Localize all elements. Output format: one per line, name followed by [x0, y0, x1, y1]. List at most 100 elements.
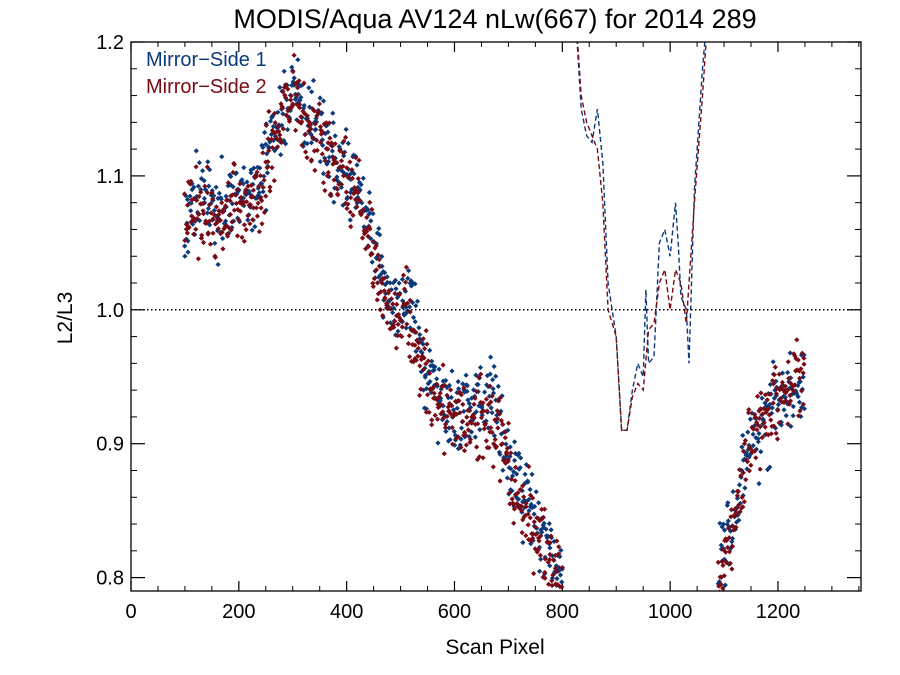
scatter-point: [800, 370, 806, 376]
scatter-point: [229, 219, 235, 225]
scatter-point: [528, 541, 534, 547]
scatter-point: [464, 388, 470, 394]
scatter-point: [201, 178, 207, 184]
scatter-point: [450, 441, 456, 447]
scatter-point: [721, 527, 728, 533]
scatter-point: [277, 84, 283, 90]
scatter-point: [278, 152, 284, 158]
scatter-point: [376, 274, 382, 280]
scatter-point: [547, 556, 553, 563]
scatter-point: [185, 249, 191, 255]
scatter-point: [402, 302, 408, 308]
scatter-point: [259, 198, 265, 204]
scatter-point: [317, 159, 323, 165]
scatter-point: [451, 428, 457, 435]
y-tick-label: 1.1: [96, 166, 124, 188]
scatter-point: [499, 441, 506, 447]
scatter-point: [263, 122, 269, 128]
scatter-point: [229, 201, 235, 207]
scatter-point: [385, 290, 391, 296]
scatter-point: [354, 204, 360, 210]
scatter-point: [271, 178, 277, 184]
scatter-point: [793, 356, 799, 362]
scatter-point: [367, 226, 373, 232]
scatter-point: [801, 406, 807, 412]
scatter-point: [325, 140, 331, 146]
scatter-point: [499, 393, 505, 399]
scatter-point: [776, 371, 782, 377]
scatter-point: [427, 347, 433, 353]
scatter-point: [205, 159, 211, 165]
scatter-point: [311, 148, 317, 154]
scatter-point: [747, 445, 753, 451]
scatter-point: [458, 425, 465, 431]
scatter-point: [548, 527, 554, 533]
scatter-point: [718, 581, 724, 587]
scatter-point: [477, 364, 484, 371]
chart-title: MODIS/Aqua AV124 nLw(667) for 2014 289: [233, 4, 756, 34]
scatter-point: [364, 228, 370, 234]
scatter-point: [340, 173, 347, 179]
scatter-point: [481, 419, 487, 425]
scatter-point: [323, 120, 329, 126]
scatter-point: [535, 546, 541, 553]
scatter-point: [752, 448, 758, 454]
scatter-point: [328, 191, 334, 197]
scatter-point: [538, 533, 544, 539]
scatter-point: [307, 104, 313, 110]
scatter-point: [443, 428, 449, 434]
x-tick-label: 600: [438, 601, 471, 623]
scatter-point: [536, 544, 543, 550]
scatter-point: [240, 181, 246, 187]
scatter-point: [302, 132, 308, 138]
scatter-point: [412, 281, 418, 287]
scatter-point: [466, 400, 472, 406]
scatter-point: [767, 391, 773, 397]
scatter-point: [344, 205, 350, 212]
scatter-point: [751, 423, 757, 429]
scatter-point: [265, 159, 271, 165]
scatter-point: [543, 526, 549, 532]
scatter-point: [720, 562, 726, 568]
scatter-point: [479, 409, 485, 415]
scatter-point: [284, 113, 290, 119]
scatter-point: [225, 180, 231, 186]
scatter-point: [374, 280, 381, 286]
scatter-point: [269, 145, 276, 151]
scatter-point: [492, 436, 498, 443]
scatter-point: [776, 420, 782, 426]
scatter-point: [410, 280, 416, 286]
scatter-point: [265, 136, 271, 142]
scatter-point: [472, 421, 478, 427]
scatter-point: [738, 473, 744, 479]
scatter-point: [219, 154, 225, 160]
x-tick-label: 1200: [756, 601, 801, 623]
scatter-point: [559, 584, 565, 590]
scatter-point: [423, 409, 429, 415]
scatter-point: [748, 462, 754, 468]
scatter-point: [773, 391, 779, 397]
scatter-point: [460, 381, 466, 387]
scatter-point: [348, 195, 354, 201]
scatter-point: [795, 394, 801, 400]
scatter-point: [233, 192, 239, 198]
scatter-point: [723, 560, 730, 566]
scatter-point: [255, 164, 261, 170]
scatter-point: [360, 207, 366, 213]
scatter-point: [726, 535, 732, 541]
scatter-point: [432, 395, 438, 401]
scatter-point: [743, 477, 749, 483]
scatter-point: [198, 235, 205, 241]
scatter-point: [248, 182, 254, 188]
scatter-point: [429, 358, 435, 364]
scatter-point: [421, 355, 427, 361]
scatter-point: [786, 401, 793, 407]
scatter-point: [783, 398, 789, 404]
scatter-point: [461, 385, 467, 391]
scatter-point: [423, 386, 430, 392]
scatter-point: [753, 455, 759, 461]
scatter-point: [325, 146, 331, 152]
scatter-point: [318, 131, 324, 137]
x-tick-label: 400: [330, 601, 363, 623]
scatter-point: [465, 427, 471, 433]
